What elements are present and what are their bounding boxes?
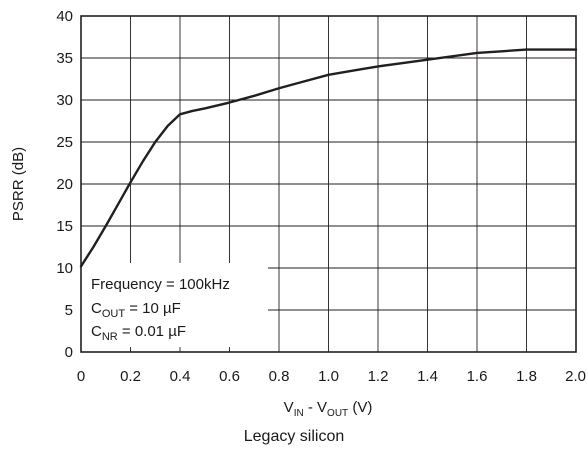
y-tick-label-0: 0 — [65, 344, 73, 361]
legend-cnr: CNR = 0.01 µF — [91, 323, 186, 343]
y-tick-label-6: 30 — [56, 92, 73, 109]
y-axis-label: PSRR (dB) — [10, 147, 27, 221]
y-tick-label-7: 35 — [56, 50, 73, 67]
y-tick-label-1: 5 — [65, 302, 73, 319]
legend-frequency: Frequency = 100kHz — [91, 276, 230, 293]
x-axis-label: VIN - VOUT (V) — [284, 399, 373, 419]
y-tick-labels: 0 5 10 15 20 25 30 35 40 — [56, 8, 73, 361]
series-layer — [79, 48, 578, 268]
legend-background — [81, 263, 268, 347]
y-tick-label-5: 25 — [56, 134, 73, 151]
psrr-chart: Frequency = 100kHz COUT = 10 µF CNR = 0.… — [10, 8, 586, 419]
chart-caption: Legacy silicon — [243, 428, 345, 445]
x-tick-label-7: 1.4 — [417, 368, 438, 385]
y-tick-label-8: 40 — [56, 8, 73, 25]
x-tick-label-4: 0.8 — [269, 368, 290, 385]
series-line-0 — [79, 48, 578, 268]
x-tick-label-1: 0.2 — [120, 368, 141, 385]
x-tick-label-10: 2.0 — [565, 368, 586, 385]
y-tick-label-3: 15 — [56, 218, 73, 235]
legend-box: Frequency = 100kHz COUT = 10 µF CNR = 0.… — [81, 263, 268, 347]
x-tick-label-8: 1.6 — [467, 368, 488, 385]
x-tick-label-3: 0.6 — [219, 368, 240, 385]
x-tick-labels: 0 0.2 0.4 0.6 0.8 1.0 1.2 1.4 1.6 1.8 2.0 — [77, 368, 586, 385]
y-tick-label-4: 20 — [56, 176, 73, 193]
plot-frame — [80, 15, 577, 353]
x-tick-label-5: 1.0 — [318, 368, 339, 385]
x-tick-label-9: 1.8 — [516, 368, 537, 385]
x-tick-label-0: 0 — [77, 368, 85, 385]
x-tick-label-2: 0.4 — [170, 368, 191, 385]
x-tick-label-6: 1.2 — [368, 368, 389, 385]
legend-cout: COUT = 10 µF — [91, 300, 181, 320]
y-tick-label-2: 10 — [56, 260, 73, 277]
